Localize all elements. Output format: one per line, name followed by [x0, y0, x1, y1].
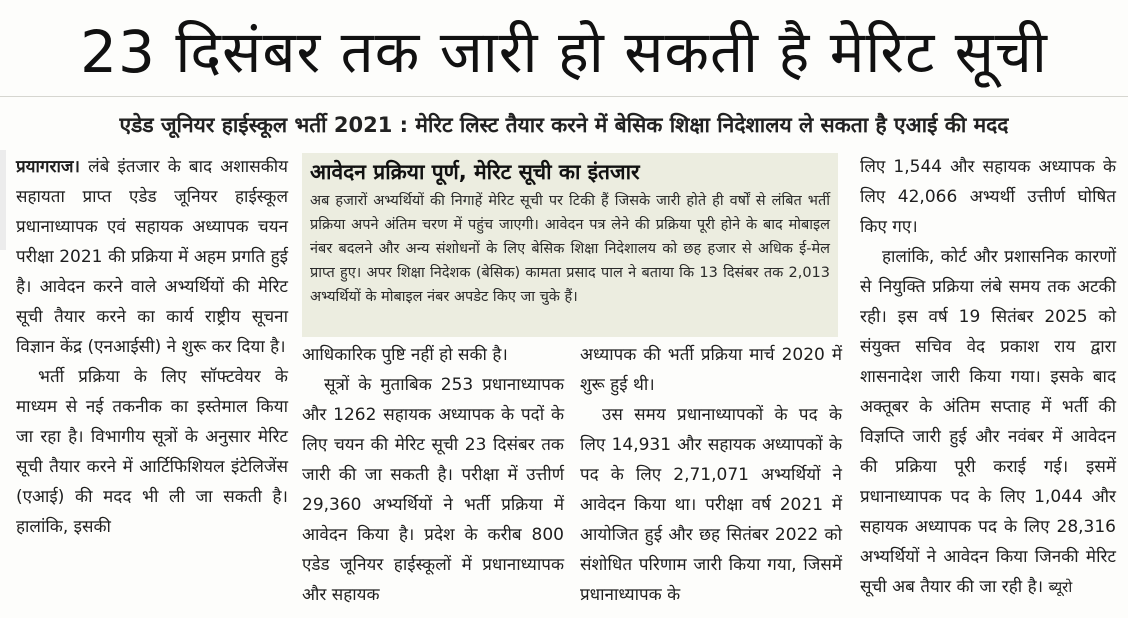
subheadline: एडेड जूनियर हाईस्कूल भर्ती 2021 : मेरिट … [119, 113, 1009, 137]
page-edge [0, 150, 6, 250]
paragraph-text: हालांकि, कोर्ट और प्रशासनिक कारणों से नि… [860, 247, 1116, 597]
divider [0, 96, 1128, 97]
paragraph: लिए 1,544 और सहायक अध्यापक के लिए 42,066… [860, 157, 1116, 237]
paragraph: प्रयागराज। लंबे इंतजार के बाद अशासकीय सह… [16, 152, 288, 362]
article-column-4: लिए 1,544 और सहायक अध्यापक के लिए 42,066… [860, 152, 1116, 602]
box-title: आवेदन प्रक्रिया पूर्ण, मेरिट सूची का इंत… [310, 160, 640, 184]
byline: ब्यूरो [1048, 578, 1073, 596]
paragraph: भर्ती प्रक्रिया के लिए सॉफ्टवेयर के माध्… [16, 367, 288, 537]
article-column-3: अध्यापक की भर्ती प्रक्रिया मार्च 2020 मे… [580, 340, 842, 610]
sidebar-box: आवेदन प्रक्रिया पूर्ण, मेरिट सूची का इंत… [302, 153, 838, 337]
box-body: अब हजारों अभ्यर्थियों की निगाहें मेरिट स… [310, 193, 830, 305]
paragraph: आधिकारिक पुष्टि नहीं हो सकी है। [302, 345, 508, 365]
paragraph: सूत्रों के मुताबिक 253 प्रधानाध्यापक और … [302, 375, 564, 605]
article-column-2: आधिकारिक पुष्टि नहीं हो सकी है। सूत्रों … [302, 340, 564, 610]
headline: 23 दिसंबर तक जारी हो सकती है मेरिट सूची [80, 18, 1048, 86]
paragraph: हालांकि, कोर्ट और प्रशासनिक कारणों से नि… [860, 242, 1116, 602]
paragraph: अध्यापक की भर्ती प्रक्रिया मार्च 2020 मे… [580, 345, 842, 395]
article-column-1: प्रयागराज। लंबे इंतजार के बाद अशासकीय सह… [16, 152, 288, 542]
dateline: प्रयागराज। [16, 157, 80, 177]
paragraph-text: लंबे इंतजार के बाद अशासकीय सहायता प्राप्… [16, 157, 289, 357]
paragraph: उस समय प्रधानाध्यापकों के पद के लिए 14,9… [580, 405, 842, 605]
